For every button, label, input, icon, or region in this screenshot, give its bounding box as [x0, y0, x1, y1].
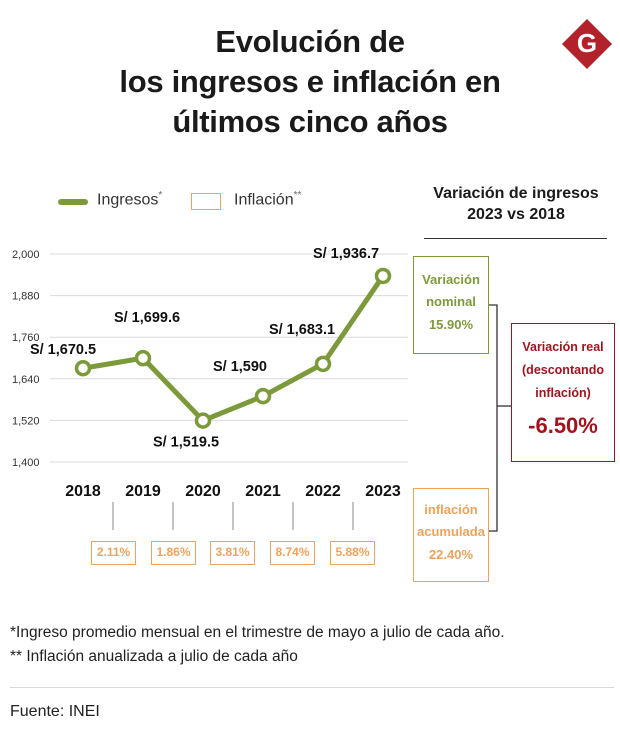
y-tick-label: 2,000	[12, 249, 40, 261]
ingresos-point-2023	[374, 267, 392, 285]
bracket-connector	[489, 304, 498, 532]
footnote-2: ** Inflación anualizada a julio de cada …	[10, 648, 298, 665]
data-label-2020: S/ 1,519.5	[153, 435, 219, 451]
x-tick-label: 2022	[305, 483, 341, 500]
chart-labels: 2018 2019 2020 2021 2022 2023 S/ 1,670.5 S/ 1,6…	[30, 246, 401, 530]
source-text: Fuente: INEI	[10, 703, 100, 720]
acumulada-value: 22.40%	[428, 547, 474, 562]
ingresos-point-2020	[194, 412, 212, 429]
data-label-2022: S/ 1,683.1	[269, 322, 335, 338]
title-line-2: los ingresos e inflación en	[119, 64, 501, 99]
nominal-variation-box: Variación nominal 15.90%	[413, 256, 489, 354]
real-label-1: Variación real	[522, 340, 604, 354]
nominal-value: 15.90%	[428, 317, 474, 332]
ingresos-point-2021	[254, 387, 272, 405]
ingresos-point-2022	[314, 355, 332, 373]
inflation-2021: 3.81%	[210, 541, 255, 565]
y-tick-label: 1,760	[12, 332, 40, 344]
data-label-2018: S/ 1,670.5	[30, 342, 96, 358]
legend-inflacion-swatch	[191, 193, 221, 210]
y-tick-label: 1,520	[12, 415, 40, 427]
acumulada-label-1: inflación	[424, 502, 478, 517]
ingresos-point-2019	[134, 349, 152, 367]
y-tick-label: 1,880	[12, 291, 40, 303]
legend-ingresos-mark: *	[158, 190, 163, 201]
legend-inflacion: Inflación**	[234, 190, 301, 209]
ingresos-line	[80, 273, 386, 424]
side-divider	[424, 238, 607, 239]
inflation-2019: 2.11%	[91, 541, 136, 565]
footer-divider	[10, 687, 614, 688]
legend-inflacion-mark: **	[293, 190, 302, 201]
real-variation-box: Variación real (descontando inflación) -…	[511, 323, 615, 462]
chart-series	[74, 267, 392, 429]
legend-inflacion-label: Inflación	[234, 191, 294, 209]
side-title-line-1: Variación de ingresos	[433, 185, 599, 202]
side-panel-title: Variación de ingresos 2023 vs 2018	[424, 183, 608, 225]
legend-ingresos-label: Ingresos	[97, 191, 159, 209]
x-tick-label: 2021	[245, 483, 281, 500]
inflation-2022: 8.74%	[270, 541, 315, 565]
data-label-2023: S/ 1,936.7	[313, 246, 379, 262]
side-connectors	[489, 304, 511, 532]
y-tick-label: 1,400	[12, 457, 40, 469]
title-line-3: últimos cinco años	[172, 104, 448, 139]
y-tick-label: 1,640	[12, 374, 40, 386]
title-line-1: Evolución de	[215, 24, 405, 59]
data-label-2019: S/ 1,699.6	[114, 310, 180, 326]
x-tick-label: 2019	[125, 483, 161, 500]
inflation-2020: 1.86%	[151, 541, 196, 565]
real-value: -6.50%	[528, 413, 598, 438]
data-label-2021: S/ 1,590	[213, 359, 267, 375]
nominal-label-1: Variación	[422, 272, 480, 287]
accumulated-inflation-box: inflación acumulada 22.40%	[413, 488, 489, 582]
footnote-1: *Ingreso promedio mensual en el trimestr…	[10, 624, 505, 641]
real-label-2: (descontando	[522, 363, 604, 377]
nominal-label-2: nominal	[426, 294, 476, 309]
brand-logo-icon: G	[562, 19, 612, 69]
inflation-2023: 5.88%	[330, 541, 375, 565]
chart-grid: 1,400 1,520 1,640 1,760 1,880 2,000	[12, 249, 408, 469]
legend-ingresos-swatch	[58, 199, 88, 205]
x-tick-label: 2018	[65, 483, 101, 500]
x-tick-label: 2020	[185, 483, 221, 500]
logo-letter: G	[577, 28, 597, 58]
chart-title: Evolución de los ingresos e inflación en…	[0, 22, 620, 142]
x-tick-label: 2023	[365, 483, 401, 500]
real-label-3: inflación)	[535, 386, 591, 400]
acumulada-label-2: acumulada	[417, 524, 485, 539]
legend-ingresos: Ingresos*	[97, 190, 162, 209]
side-title-line-2: 2023 vs 2018	[467, 206, 565, 223]
ingresos-point-2018	[74, 359, 92, 377]
